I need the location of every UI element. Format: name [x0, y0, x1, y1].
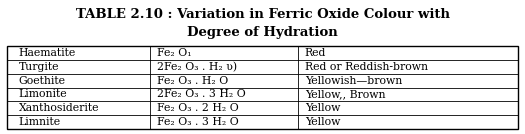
- Text: TABLE 2.10 : Variation in Ferric Oxide Colour with: TABLE 2.10 : Variation in Ferric Oxide C…: [76, 8, 449, 21]
- Text: Red or Reddish-brown: Red or Reddish-brown: [305, 62, 428, 72]
- Text: Yellow: Yellow: [305, 117, 340, 127]
- Text: Yellowish—brown: Yellowish—brown: [305, 76, 402, 86]
- Text: Limnite: Limnite: [19, 117, 61, 127]
- Text: Degree of Hydration: Degree of Hydration: [187, 26, 338, 39]
- Text: Fe₂ O₃ . H₂ O: Fe₂ O₃ . H₂ O: [156, 76, 228, 86]
- Text: Fe₂ O₃ . 2 H₂ O: Fe₂ O₃ . 2 H₂ O: [156, 103, 238, 113]
- Text: Fe₂ O₁: Fe₂ O₁: [156, 48, 191, 58]
- Text: Goethite: Goethite: [19, 76, 66, 86]
- Text: Yellow,, Brown: Yellow,, Brown: [305, 89, 385, 99]
- Text: Fe₂ O₃ . 3 H₂ O: Fe₂ O₃ . 3 H₂ O: [156, 117, 238, 127]
- Text: 2Fe₂ O₃ . 3 H₂ O: 2Fe₂ O₃ . 3 H₂ O: [156, 89, 245, 99]
- Bar: [7, 46, 518, 129]
- Text: Red: Red: [305, 48, 326, 58]
- Text: Haematite: Haematite: [19, 48, 76, 58]
- Text: Yellow: Yellow: [305, 103, 340, 113]
- Text: Turgite: Turgite: [19, 62, 59, 72]
- Text: Limonite: Limonite: [19, 89, 67, 99]
- Text: 2Fe₂ O₃ . H₂ ʋ): 2Fe₂ O₃ . H₂ ʋ): [156, 62, 237, 72]
- Text: Xanthosiderite: Xanthosiderite: [19, 103, 99, 113]
